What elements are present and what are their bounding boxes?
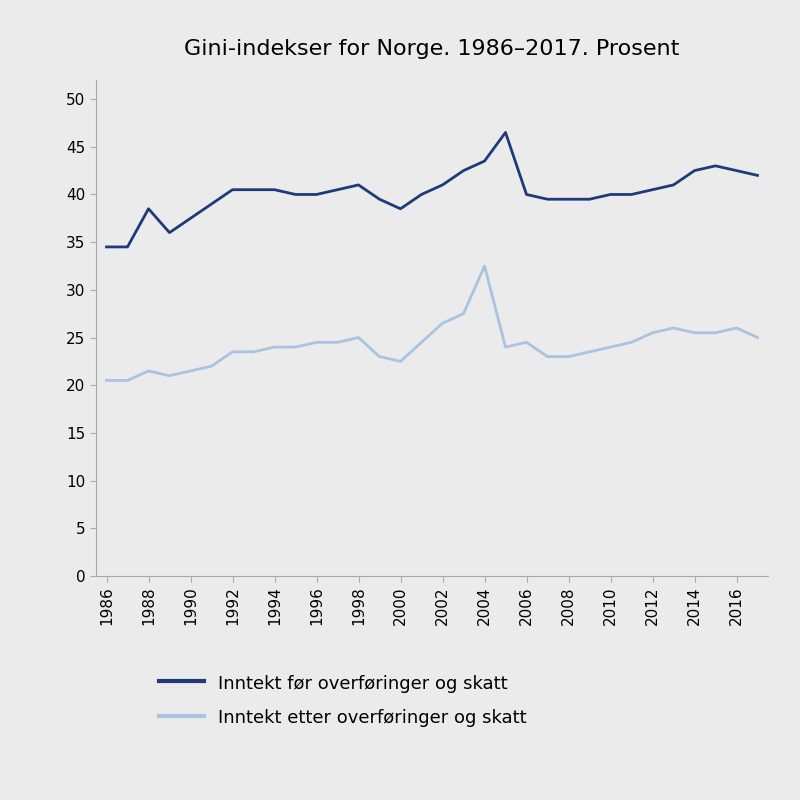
Legend: Inntekt før overføringer og skatt, Inntekt etter overføringer og skatt: Inntekt før overføringer og skatt, Innte…	[158, 674, 527, 727]
Title: Gini-indekser for Norge. 1986–2017. Prosent: Gini-indekser for Norge. 1986–2017. Pros…	[184, 39, 680, 59]
